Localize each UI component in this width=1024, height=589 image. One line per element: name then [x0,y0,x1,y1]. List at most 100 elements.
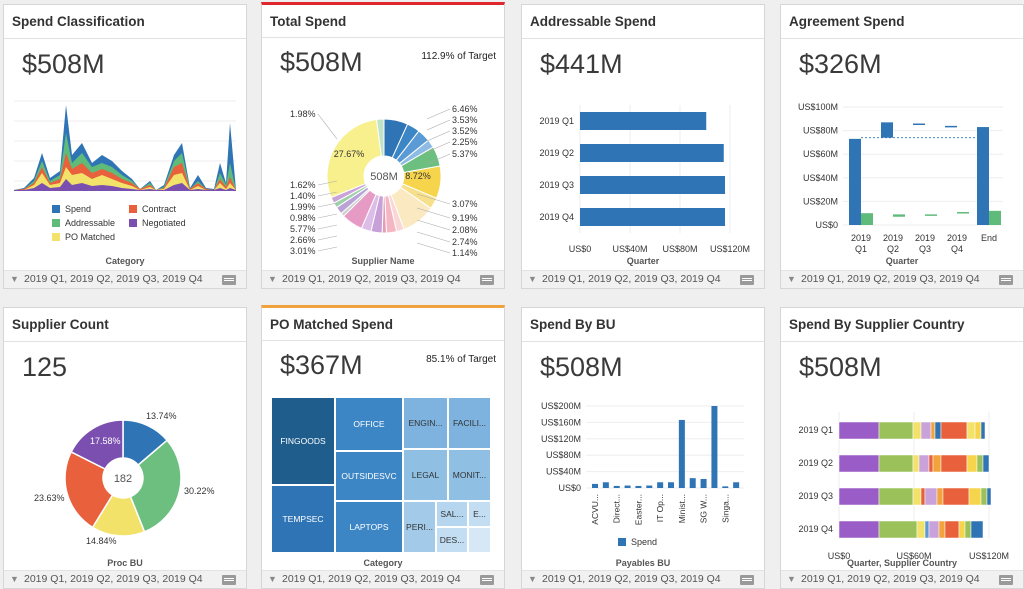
stacked-segment[interactable] [968,487,982,506]
stacked-segment[interactable] [966,454,978,473]
stacked-segment[interactable] [958,520,966,539]
area-series-purple[interactable] [14,179,236,191]
stacked-segment[interactable] [942,487,970,506]
treemap[interactable]: FINGOODS TEMPSEC OFFICE OUTSIDESVC LAPTO… [271,397,491,553]
bar[interactable] [722,486,729,488]
bar[interactable] [711,406,718,488]
waterfall-bar[interactable] [957,212,969,214]
filter-icon[interactable]: ▼ [528,574,537,584]
waterfall-bar[interactable] [977,127,989,225]
stacked-segment[interactable] [912,421,922,440]
addressable-spend-card[interactable]: Addressable Spend $441M US$0 US$40M US$80M… [521,4,765,289]
stacked-segment[interactable] [920,421,932,440]
donut-slice[interactable] [129,439,182,533]
stacked-segment[interactable] [930,421,936,440]
waterfall-bar[interactable] [925,214,937,216]
treemap-tile[interactable]: OFFICE [335,397,403,451]
stacked-segment[interactable] [944,520,960,539]
filter-icon[interactable]: ▼ [528,274,537,284]
waterfall-bar[interactable] [913,123,925,126]
agreement-spend-card[interactable]: Agreement Spend $326M US$0 US$20M US$40M US… [780,4,1024,289]
treemap-tile[interactable]: MONIT... [448,449,491,501]
bar[interactable] [624,485,631,488]
comment-icon[interactable] [740,575,754,585]
stacked-segment[interactable] [838,454,880,473]
stacked-segment[interactable] [932,454,942,473]
bar[interactable] [602,482,609,488]
comment-icon[interactable] [999,575,1013,585]
treemap-tile[interactable]: FINGOODS [271,397,335,485]
stacked-segment[interactable] [916,520,926,539]
bar[interactable] [733,482,740,488]
filter-icon[interactable]: ▼ [787,274,796,284]
waterfall-bar[interactable] [881,122,893,138]
treemap-tile[interactable]: TEMPSEC [271,485,335,553]
bar[interactable] [668,482,674,488]
stacked-segment[interactable] [878,421,914,440]
treemap-tile[interactable]: PERI... [403,501,436,553]
spend-classification-card[interactable]: Spend Classification $508M Spend Contract… [3,4,247,289]
filter-icon[interactable]: ▼ [10,274,19,284]
filter-icon[interactable]: ▼ [268,574,277,584]
waterfall-bar[interactable] [893,214,905,217]
total-spend-card[interactable]: Total Spend $508M 112.9% of Target 508M … [261,2,505,289]
stacked-segment[interactable] [918,454,930,473]
comment-icon[interactable] [480,575,494,585]
filter-icon[interactable]: ▼ [268,274,277,284]
bar[interactable] [635,485,642,488]
treemap-tile[interactable]: FACILI... [448,397,491,449]
bar[interactable] [592,483,598,488]
stacked-segment[interactable] [928,520,940,539]
comment-icon[interactable] [480,275,494,285]
supplier-count-donut[interactable]: 13.74% 30.22% 14.84% 23.63% 17.58% 182 [4,404,247,554]
spend-by-bu-card[interactable]: Spend By BU $508M US$0 US$40M US$80M US$120… [521,307,765,589]
stacked-segment[interactable] [980,421,986,440]
stacked-segment[interactable] [938,520,946,539]
stacked-segment[interactable] [912,487,922,506]
stacked-segment[interactable] [966,421,976,440]
filter-icon[interactable]: ▼ [10,574,19,584]
bar[interactable] [646,485,653,488]
waterfall-bar[interactable] [861,213,873,225]
comment-icon[interactable] [740,275,754,285]
stacked-segment[interactable] [928,454,934,473]
area-chart[interactable] [4,93,247,213]
supplier-donut-chart[interactable]: 508M 27.67% 8.72% 1.98% 1.62%1.40%1.99%0.… [262,99,505,269]
stacked-segment[interactable] [974,421,982,440]
stacked-segment[interactable] [934,421,942,440]
stacked-segment[interactable] [878,520,918,539]
agreement-waterfall-chart[interactable]: US$0US$20MUS$40MUS$60MUS$80MUS$100M2019Q… [781,97,1024,267]
stacked-segment[interactable] [980,487,988,506]
stacked-segment[interactable] [924,520,930,539]
bar[interactable] [657,482,664,488]
supplier-country-stacked-bar[interactable]: US$0 US$60M US$120M 2019 Q1 2019 Q2 2019 Q3 20… [781,404,1024,564]
treemap-tile[interactable]: OUTSIDESVC [335,451,403,501]
stacked-segment[interactable] [912,454,920,473]
spend-by-supplier-country-card[interactable]: Spend By Supplier Country $508M US$0 US$6… [780,307,1024,589]
bar[interactable] [580,112,707,130]
bar[interactable] [689,478,696,488]
stacked-segment[interactable] [964,520,972,539]
comment-icon[interactable] [222,275,236,285]
treemap-tile[interactable]: DES... [436,527,468,553]
stacked-segment[interactable] [878,487,914,506]
bar[interactable] [580,144,724,162]
treemap-tile[interactable] [468,527,491,553]
bar[interactable] [613,485,620,488]
stacked-segment[interactable] [940,421,968,440]
bar[interactable] [678,419,685,488]
stacked-segment[interactable] [838,487,880,506]
addressable-bar-chart[interactable]: US$0 US$40M US$80M US$120M 2019 Q1 2019 Q2 201… [522,97,765,257]
stacked-segment[interactable] [986,487,992,506]
donut-slice[interactable] [376,118,385,157]
bar[interactable] [580,208,725,226]
stacked-segment[interactable] [924,487,938,506]
stacked-segment[interactable] [920,487,926,506]
stacked-segment[interactable] [976,454,984,473]
comment-icon[interactable] [222,575,236,585]
bar[interactable] [700,478,707,488]
donut-slice[interactable] [70,419,124,471]
comment-icon[interactable] [999,275,1013,285]
stacked-segment[interactable] [982,454,990,473]
treemap-tile[interactable]: ENGIN... [403,397,448,449]
